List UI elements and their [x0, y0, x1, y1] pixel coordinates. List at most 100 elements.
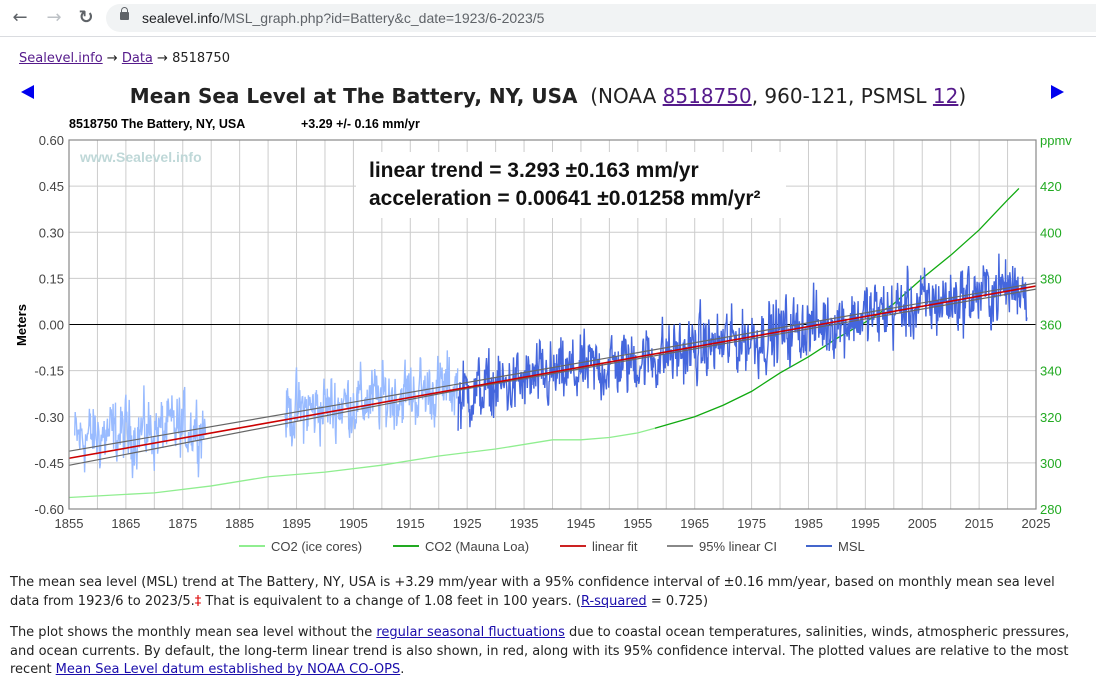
breadcrumb-separator: →	[157, 51, 168, 66]
x-tick-label: 2005	[908, 516, 937, 531]
x-tick-label: 1925	[453, 516, 482, 531]
explanation-text-2: due to coastal ocean temperatures, salin…	[10, 625, 1070, 677]
noaa-station-link[interactable]: 8518750	[662, 84, 752, 108]
x-tick-label: 1935	[510, 516, 539, 531]
legend-item: MSL	[806, 539, 865, 554]
breadcrumb-home-link[interactable]: Sealevel.info	[19, 51, 103, 66]
y-tick-label: 0.00	[39, 318, 64, 333]
y-tick-label: 0.15	[39, 271, 64, 286]
x-tick-label: 1885	[225, 516, 254, 531]
summary-paragraph: The mean sea level (MSL) trend at The Ba…	[10, 574, 1080, 611]
msl-line-segment	[74, 385, 207, 479]
r-squared-link[interactable]: R-squared	[580, 593, 647, 609]
y2-tick-label: 280	[1040, 502, 1062, 517]
y-tick-label: -0.45	[34, 456, 64, 471]
previous-station-arrow-icon[interactable]	[21, 85, 34, 99]
chart-legend: CO2 (ice cores) CO2 (Mauna Loa) linear fit…	[239, 539, 865, 554]
y-axis-label: Meters	[14, 304, 29, 346]
y2-tick-label: 320	[1040, 410, 1062, 425]
annotation-line2: acceleration = 0.00641 ±0.01258 mm/yr²	[369, 187, 761, 210]
reload-icon: ↻	[78, 7, 94, 28]
page-title-main: Mean Sea Level at The Battery, NY, USA	[129, 84, 578, 108]
y-tick-label: 0.30	[39, 225, 64, 240]
browser-toolbar: ← → ↻ sealevel.info/MSL_graph.php?id=Bat…	[0, 0, 1096, 37]
url-text[interactable]: sealevel.info/MSL_graph.php?id=Battery&c…	[142, 10, 544, 26]
annotation-line1: linear trend = 3.293 ±0.163 mm/yr	[369, 159, 699, 182]
breadcrumb: Sealevel.info → Data → 8518750	[19, 51, 230, 66]
x-tick-label: 1915	[396, 516, 425, 531]
address-bar[interactable]: sealevel.info/MSL_graph.php?id=Battery&c…	[106, 4, 1096, 32]
tick-labels: 1855 1865 1875 1885 1895 1905 1915 1925 1935 1945…	[34, 133, 1061, 531]
legend-item: CO2 (Mauna Loa)	[393, 539, 529, 554]
y2-tick-label: 420	[1040, 179, 1062, 194]
y-tick-label: 0.60	[39, 133, 64, 148]
legend-item: CO2 (ice cores)	[239, 539, 362, 554]
page-title: Mean Sea Level at The Battery, NY, USA (…	[0, 84, 1096, 108]
explanation-text-3: .	[400, 662, 405, 677]
msl-line-segment	[284, 350, 459, 447]
y-tick-label: -0.15	[34, 364, 64, 379]
next-station-arrow-icon[interactable]	[1051, 85, 1064, 99]
seasonal-fluctuations-link[interactable]: regular seasonal fluctuations	[376, 625, 565, 640]
linear-fit-line	[68, 285, 1037, 460]
x-tick-label: 1955	[623, 516, 652, 531]
y2-tick-label: 360	[1040, 318, 1062, 333]
plot-frame	[68, 139, 1037, 510]
explanation-text: The plot shows the monthly mean sea leve…	[10, 625, 377, 640]
y-tick-label: -0.60	[34, 502, 64, 517]
annotation-box	[356, 152, 786, 218]
summary-text: The mean sea level (MSL) trend at The Ba…	[10, 575, 1055, 609]
legend-label: CO2 (Mauna Loa)	[425, 539, 529, 554]
legend-label: linear fit	[592, 539, 638, 554]
msl-line-segment	[457, 253, 1028, 431]
url-path: /MSL_graph.php?id=Battery&c_date=1923/6-…	[219, 10, 545, 26]
y2-tick-label: 340	[1040, 364, 1062, 379]
explanation-paragraph: The plot shows the monthly mean sea leve…	[10, 624, 1080, 680]
back-arrow-icon: ←	[12, 7, 28, 28]
y2-tick-label: 380	[1040, 271, 1062, 286]
chart-station-label: 8518750 The Battery, NY, USA	[69, 117, 246, 131]
msl-datum-link[interactable]: Mean Sea Level datum established by NOAA…	[55, 662, 401, 677]
x-tick-label: 1875	[168, 516, 197, 531]
ci-lower-line	[68, 288, 1037, 466]
x-tick-label: 1865	[111, 516, 140, 531]
sea-level-chart: www.Sealevel.info linear trend = 3.293 ±…	[14, 133, 1072, 554]
legend-label: 95% linear CI	[699, 539, 777, 554]
x-tick-label: 1965	[680, 516, 709, 531]
msl-series	[74, 253, 1028, 479]
forward-arrow-icon: →	[46, 7, 62, 28]
breadcrumb-current: 8518750	[172, 51, 230, 66]
co2-mauna-loa-line	[654, 187, 1020, 429]
ci-upper-line	[68, 282, 1037, 452]
psmsl-station-link[interactable]: 12	[932, 84, 959, 108]
y-tick-label: -0.30	[34, 410, 64, 425]
url-host: sealevel.info	[142, 10, 220, 26]
x-tick-label: 1975	[737, 516, 766, 531]
x-tick-label: 1905	[339, 516, 368, 531]
page-title-mid: , 960-121, PSMSL	[751, 84, 933, 108]
legend-item: linear fit	[560, 539, 638, 554]
x-tick-label: 1855	[55, 516, 84, 531]
footnote-dagger[interactable]: ‡	[194, 593, 202, 609]
breadcrumb-data-link[interactable]: Data	[121, 51, 153, 66]
page-title-suffix: )	[958, 84, 967, 108]
legend-item: 95% linear CI	[667, 539, 777, 554]
summary-text-3: = 0.725)	[646, 593, 709, 609]
forward-button[interactable]: →	[44, 8, 64, 28]
back-button[interactable]: ←	[10, 8, 30, 28]
x-tick-label: 2015	[965, 516, 994, 531]
x-tick-label: 1995	[851, 516, 880, 531]
x-tick-label: 1945	[566, 516, 595, 531]
chart-rate-label: +3.29 +/- 0.16 mm/yr	[301, 117, 420, 131]
x-tick-label: 2025	[1022, 516, 1051, 531]
y2-axis-label: ppmv	[1040, 133, 1072, 148]
y2-tick-label: 300	[1040, 456, 1062, 471]
legend-label: MSL	[838, 539, 865, 554]
x-tick-label: 1895	[282, 516, 311, 531]
co2-series	[68, 187, 1020, 499]
y-tick-label: 0.45	[39, 179, 64, 194]
lock-icon	[120, 7, 129, 20]
reload-button[interactable]: ↻	[76, 8, 96, 28]
x-tick-label: 1985	[794, 516, 823, 531]
breadcrumb-separator: →	[106, 51, 118, 66]
